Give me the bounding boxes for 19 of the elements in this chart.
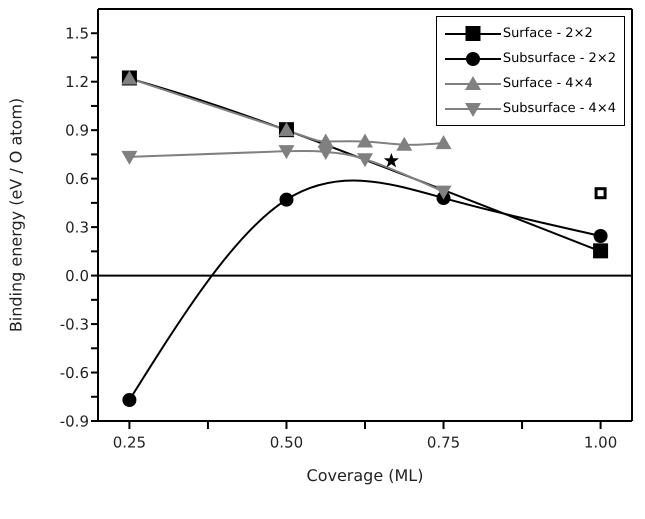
- y-tick-label: 1.2: [65, 73, 89, 92]
- legend-label: Subsurface - 4×4: [502, 101, 616, 116]
- y-tick-label: -0.3: [60, 315, 89, 334]
- legend-label: Subsurface - 2×2: [502, 51, 616, 66]
- y-tick-label: 0.9: [65, 122, 89, 140]
- y-tick-label: 1.5: [65, 24, 89, 43]
- y-tick-label: -0.9: [60, 412, 89, 430]
- x-tick-label: 0.50: [270, 434, 304, 452]
- y-tick-label: -0.6: [60, 364, 89, 382]
- y-tick-label: 0.0: [65, 266, 89, 285]
- legend-label: Surface - 2×2: [502, 26, 593, 41]
- x-tick-label: 0.75: [426, 434, 460, 452]
- legend-label: Surface - 4×4: [502, 76, 593, 91]
- x-axis-title: Coverage (ML): [306, 466, 424, 485]
- x-tick-label: 0.25: [112, 434, 146, 452]
- y-tick-label: 0.3: [65, 218, 89, 236]
- y-axis-title: Binding energy (eV / O atom): [6, 98, 26, 332]
- y-tick-label: 0.6: [65, 170, 89, 188]
- x-tick-label: 1.00: [584, 434, 618, 452]
